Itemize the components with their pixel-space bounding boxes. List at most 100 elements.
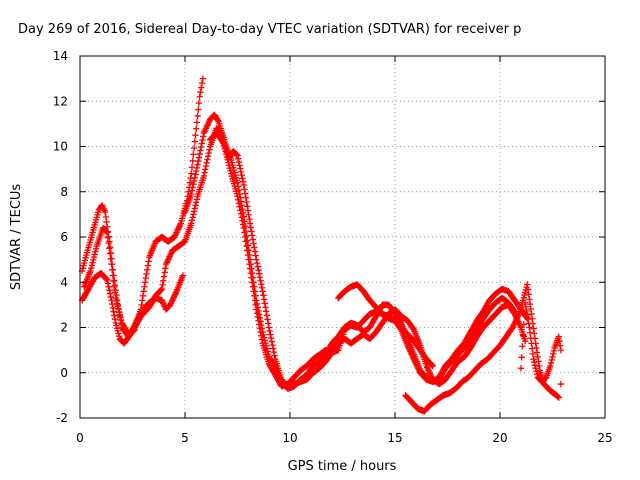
trace-marker [237,168,245,176]
trace-marker [242,233,249,241]
trace-marker [202,162,210,170]
data-point [188,170,195,177]
trace-marker [235,158,243,166]
trace-marker [518,354,525,361]
data-point [528,310,535,318]
data-point [557,380,565,388]
trace-marker [193,196,201,203]
trace-marker [190,151,197,158]
trace-marker [189,157,196,165]
trace-marker [241,186,248,193]
trace-marker [524,311,531,319]
data-point [199,75,207,82]
y-tick-label: 14 [53,49,68,63]
data-point [526,324,533,331]
series-8 [517,299,565,388]
trace-marker [253,259,261,267]
trace-marker [237,194,244,201]
data-point [188,190,195,198]
trace-marker [527,305,534,313]
series-6 [335,281,436,370]
trace-marker [243,242,250,250]
trace-marker [214,117,222,124]
trace-marker [258,281,265,288]
trace-marker [195,99,203,107]
trace-marker [105,239,112,247]
data-point [240,181,247,189]
trace-marker [258,325,266,332]
trace-marker [203,159,210,167]
trace-marker [110,277,117,285]
trace-marker [258,284,266,291]
trace-marker [195,106,202,113]
trace-marker [103,276,110,283]
trace-marker [205,149,212,157]
data-point [253,297,260,304]
trace-marker [253,300,261,308]
trace-marker [245,211,252,219]
data-point [141,279,149,286]
trace-marker [192,202,199,209]
trace-marker [204,153,212,160]
trace-marker [534,353,541,361]
trace-marker [106,243,114,251]
trace-marker [197,143,205,151]
trace-marker [196,150,203,158]
trace-marker [249,236,257,243]
trace-marker [428,362,436,369]
trace-marker [251,244,258,251]
data-point [524,281,531,288]
trace-marker [523,307,530,315]
trace-marker [550,347,558,355]
trace-marker [247,224,254,231]
trace-marker [144,266,151,274]
trace-marker [519,343,526,350]
trace-marker [109,266,116,274]
trace-marker [242,194,250,201]
trace-marker [195,157,202,165]
x-axis-label: GPS time / hours [288,459,397,474]
data-point [530,355,537,363]
trace-marker [525,320,532,327]
trace-marker [198,84,205,91]
trace-marker [138,301,145,309]
data-point [429,362,436,370]
trace-marker [202,166,209,173]
trace-marker [270,348,278,356]
trace-marker [248,265,255,272]
trace-marker [243,232,250,239]
y-tick-label: 4 [60,275,68,289]
y-tick-label: 8 [60,185,68,199]
y-tick-label: 2 [60,321,68,335]
trace-marker [242,222,249,230]
trace-marker [235,155,242,163]
trace-marker [241,218,248,225]
trace-marker [549,353,556,361]
trace-marker [530,325,537,332]
data-point [522,299,529,306]
trace-marker [190,208,198,215]
trace-marker [204,156,211,163]
trace-marker [525,291,532,298]
data-point [108,260,115,268]
trace-marker [111,283,118,290]
trace-marker [107,249,114,257]
trace-marker [206,146,213,153]
trace-marker [193,125,200,132]
trace-marker [239,209,247,217]
trace-marker [239,175,246,182]
axis-ticks [79,55,606,419]
trace-marker [106,286,113,294]
trace-marker [247,260,254,268]
trace-marker [249,270,256,277]
trace-marker [244,203,251,210]
x-tick-labels: 0 5 10 15 20 25 [76,431,612,445]
trace-marker [111,282,119,289]
trace-marker [192,171,199,178]
trace-marker [526,329,534,336]
trace-marker [265,320,272,327]
trace-marker [250,240,257,247]
trace-marker [109,272,117,279]
trace-marker [266,327,273,335]
